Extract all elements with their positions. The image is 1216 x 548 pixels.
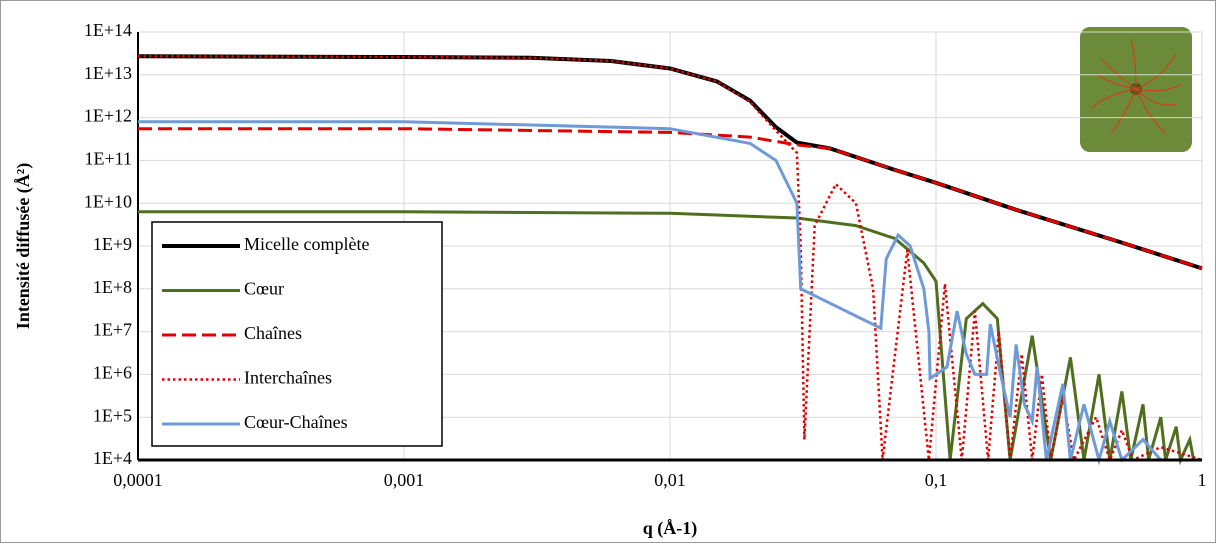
legend-label: Micelle complète <box>244 234 369 254</box>
y-tick-label: 1E+14 <box>84 20 132 40</box>
y-tick-label: 1E+5 <box>93 405 132 425</box>
y-tick-label: 1E+12 <box>84 106 132 126</box>
x-tick-label: 0,01 <box>654 470 686 490</box>
series-line <box>138 120 1202 466</box>
legend-box <box>151 221 443 447</box>
legend-label: Cœur <box>244 279 284 299</box>
y-tick-label: 1E+10 <box>84 191 132 211</box>
legend-label: Interchaînes <box>244 368 332 388</box>
legend-label: Cœur-Chaînes <box>244 412 348 432</box>
y-tick-label: 1E+4 <box>93 448 132 468</box>
x-tick-label: 0,0001 <box>113 470 163 490</box>
y-tick-label: 1E+8 <box>93 277 132 297</box>
series-line <box>138 210 1202 466</box>
x-axis-title: q (Å-1) <box>643 518 698 539</box>
y-tick-label: 1E+13 <box>84 63 132 83</box>
series-line <box>137 55 1203 464</box>
legend: Micelle complète Cœur Chaînes Interchaînes C… <box>151 221 443 447</box>
y-tick-label: 1E+7 <box>93 320 132 340</box>
x-tick-label: 0,001 <box>384 470 425 490</box>
y-axis-title: Intensité diffusée (Å²) <box>13 163 34 329</box>
y-tick-label: 1E+9 <box>93 234 132 254</box>
legend-label: Chaînes <box>244 323 302 343</box>
y-tick-label: 1E+6 <box>93 363 132 383</box>
inset-image <box>1080 27 1192 152</box>
y-tick-label: 1E+11 <box>85 149 132 169</box>
x-tick-label: 0,1 <box>925 470 948 490</box>
series-line <box>138 127 1203 270</box>
x-tick-label: 1 <box>1198 470 1207 490</box>
